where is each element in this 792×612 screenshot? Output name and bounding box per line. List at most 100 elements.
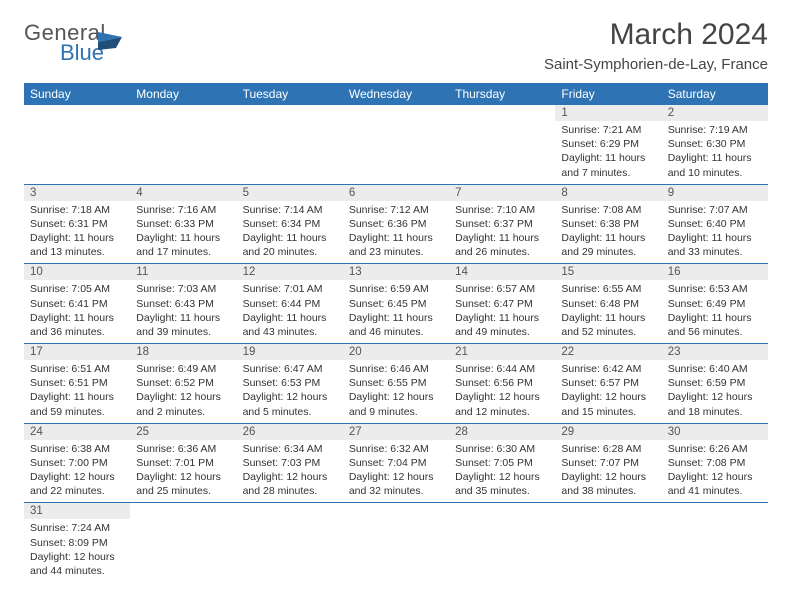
sunrise-text: Sunrise: 7:24 AM [30, 521, 124, 535]
day-cell [662, 503, 768, 582]
day-content: Sunrise: 7:05 AMSunset: 6:41 PMDaylight:… [24, 280, 130, 343]
day-content: Sunrise: 6:44 AMSunset: 6:56 PMDaylight:… [449, 360, 555, 423]
sunset-text: Sunset: 7:05 PM [455, 456, 549, 470]
day-content: Sunrise: 6:36 AMSunset: 7:01 PMDaylight:… [130, 440, 236, 503]
sunrise-text: Sunrise: 6:51 AM [30, 362, 124, 376]
day-cell: 13Sunrise: 6:59 AMSunset: 6:45 PMDayligh… [343, 264, 449, 344]
sunrise-text: Sunrise: 7:18 AM [30, 203, 124, 217]
day-cell: 5Sunrise: 7:14 AMSunset: 6:34 PMDaylight… [237, 184, 343, 264]
sunrise-text: Sunrise: 7:16 AM [136, 203, 230, 217]
day-cell [130, 503, 236, 582]
day-number: 14 [449, 264, 555, 280]
day-cell [237, 503, 343, 582]
day-number: 9 [662, 185, 768, 201]
day-cell [130, 105, 236, 184]
sunrise-text: Sunrise: 6:28 AM [561, 442, 655, 456]
sunrise-text: Sunrise: 7:21 AM [561, 123, 655, 137]
daylight-text: Daylight: 11 hours and 33 minutes. [668, 231, 762, 259]
day-cell: 29Sunrise: 6:28 AMSunset: 7:07 PMDayligh… [555, 423, 661, 503]
day-content: Sunrise: 6:46 AMSunset: 6:55 PMDaylight:… [343, 360, 449, 423]
flag-icon [98, 32, 126, 54]
header: General Blue March 2024 Saint-Symphorien… [24, 18, 768, 73]
day-cell: 30Sunrise: 6:26 AMSunset: 7:08 PMDayligh… [662, 423, 768, 503]
day-number [449, 503, 555, 519]
daylight-text: Daylight: 12 hours and 38 minutes. [561, 470, 655, 498]
sunset-text: Sunset: 6:38 PM [561, 217, 655, 231]
daylight-text: Daylight: 12 hours and 25 minutes. [136, 470, 230, 498]
sunset-text: Sunset: 6:37 PM [455, 217, 549, 231]
sunset-text: Sunset: 6:52 PM [136, 376, 230, 390]
sunset-text: Sunset: 6:48 PM [561, 297, 655, 311]
day-cell [343, 105, 449, 184]
day-number [130, 105, 236, 121]
daylight-text: Daylight: 11 hours and 17 minutes. [136, 231, 230, 259]
day-content: Sunrise: 7:18 AMSunset: 6:31 PMDaylight:… [24, 201, 130, 264]
daylight-text: Daylight: 11 hours and 49 minutes. [455, 311, 549, 339]
weekday-header: Monday [130, 83, 236, 105]
day-number: 28 [449, 424, 555, 440]
week-row: 24Sunrise: 6:38 AMSunset: 7:00 PMDayligh… [24, 423, 768, 503]
sunrise-text: Sunrise: 7:12 AM [349, 203, 443, 217]
day-number: 7 [449, 185, 555, 201]
day-cell: 12Sunrise: 7:01 AMSunset: 6:44 PMDayligh… [237, 264, 343, 344]
day-number: 13 [343, 264, 449, 280]
calendar-table: Sunday Monday Tuesday Wednesday Thursday… [24, 83, 768, 582]
day-content: Sunrise: 6:30 AMSunset: 7:05 PMDaylight:… [449, 440, 555, 503]
sunrise-text: Sunrise: 7:07 AM [668, 203, 762, 217]
day-content: Sunrise: 7:08 AMSunset: 6:38 PMDaylight:… [555, 201, 661, 264]
day-content: Sunrise: 7:01 AMSunset: 6:44 PMDaylight:… [237, 280, 343, 343]
weekday-header: Thursday [449, 83, 555, 105]
daylight-text: Daylight: 12 hours and 5 minutes. [243, 390, 337, 418]
sunset-text: Sunset: 6:45 PM [349, 297, 443, 311]
day-content: Sunrise: 7:07 AMSunset: 6:40 PMDaylight:… [662, 201, 768, 264]
daylight-text: Daylight: 11 hours and 7 minutes. [561, 151, 655, 179]
day-cell [343, 503, 449, 582]
day-cell: 18Sunrise: 6:49 AMSunset: 6:52 PMDayligh… [130, 344, 236, 424]
day-content: Sunrise: 6:47 AMSunset: 6:53 PMDaylight:… [237, 360, 343, 423]
week-row: 17Sunrise: 6:51 AMSunset: 6:51 PMDayligh… [24, 344, 768, 424]
day-number: 11 [130, 264, 236, 280]
day-number: 26 [237, 424, 343, 440]
sunrise-text: Sunrise: 7:01 AM [243, 282, 337, 296]
sunset-text: Sunset: 6:44 PM [243, 297, 337, 311]
day-cell [24, 105, 130, 184]
day-cell: 7Sunrise: 7:10 AMSunset: 6:37 PMDaylight… [449, 184, 555, 264]
sunset-text: Sunset: 7:04 PM [349, 456, 443, 470]
daylight-text: Daylight: 11 hours and 56 minutes. [668, 311, 762, 339]
day-content: Sunrise: 7:19 AMSunset: 6:30 PMDaylight:… [662, 121, 768, 184]
week-row: 31Sunrise: 7:24 AMSunset: 8:09 PMDayligh… [24, 503, 768, 582]
sunrise-text: Sunrise: 6:59 AM [349, 282, 443, 296]
day-number: 2 [662, 105, 768, 121]
day-number [24, 105, 130, 121]
day-number: 19 [237, 344, 343, 360]
day-number [343, 503, 449, 519]
day-number: 24 [24, 424, 130, 440]
sunset-text: Sunset: 7:03 PM [243, 456, 337, 470]
day-number: 16 [662, 264, 768, 280]
sunrise-text: Sunrise: 6:55 AM [561, 282, 655, 296]
day-cell: 28Sunrise: 6:30 AMSunset: 7:05 PMDayligh… [449, 423, 555, 503]
sunrise-text: Sunrise: 6:53 AM [668, 282, 762, 296]
day-cell: 17Sunrise: 6:51 AMSunset: 6:51 PMDayligh… [24, 344, 130, 424]
day-content: Sunrise: 6:55 AMSunset: 6:48 PMDaylight:… [555, 280, 661, 343]
day-number: 3 [24, 185, 130, 201]
day-content: Sunrise: 7:14 AMSunset: 6:34 PMDaylight:… [237, 201, 343, 264]
page-title: March 2024 [544, 18, 768, 52]
day-content: Sunrise: 6:26 AMSunset: 7:08 PMDaylight:… [662, 440, 768, 503]
day-number: 31 [24, 503, 130, 519]
day-cell [555, 503, 661, 582]
day-number: 15 [555, 264, 661, 280]
day-cell [449, 503, 555, 582]
day-content: Sunrise: 6:49 AMSunset: 6:52 PMDaylight:… [130, 360, 236, 423]
sunset-text: Sunset: 6:43 PM [136, 297, 230, 311]
day-cell [237, 105, 343, 184]
day-cell: 27Sunrise: 6:32 AMSunset: 7:04 PMDayligh… [343, 423, 449, 503]
daylight-text: Daylight: 11 hours and 59 minutes. [30, 390, 124, 418]
location-label: Saint-Symphorien-de-Lay, France [544, 56, 768, 73]
sunrise-text: Sunrise: 6:40 AM [668, 362, 762, 376]
day-number [343, 105, 449, 121]
day-number: 12 [237, 264, 343, 280]
daylight-text: Daylight: 11 hours and 29 minutes. [561, 231, 655, 259]
daylight-text: Daylight: 12 hours and 35 minutes. [455, 470, 549, 498]
calendar-body: 1Sunrise: 7:21 AMSunset: 6:29 PMDaylight… [24, 105, 768, 582]
